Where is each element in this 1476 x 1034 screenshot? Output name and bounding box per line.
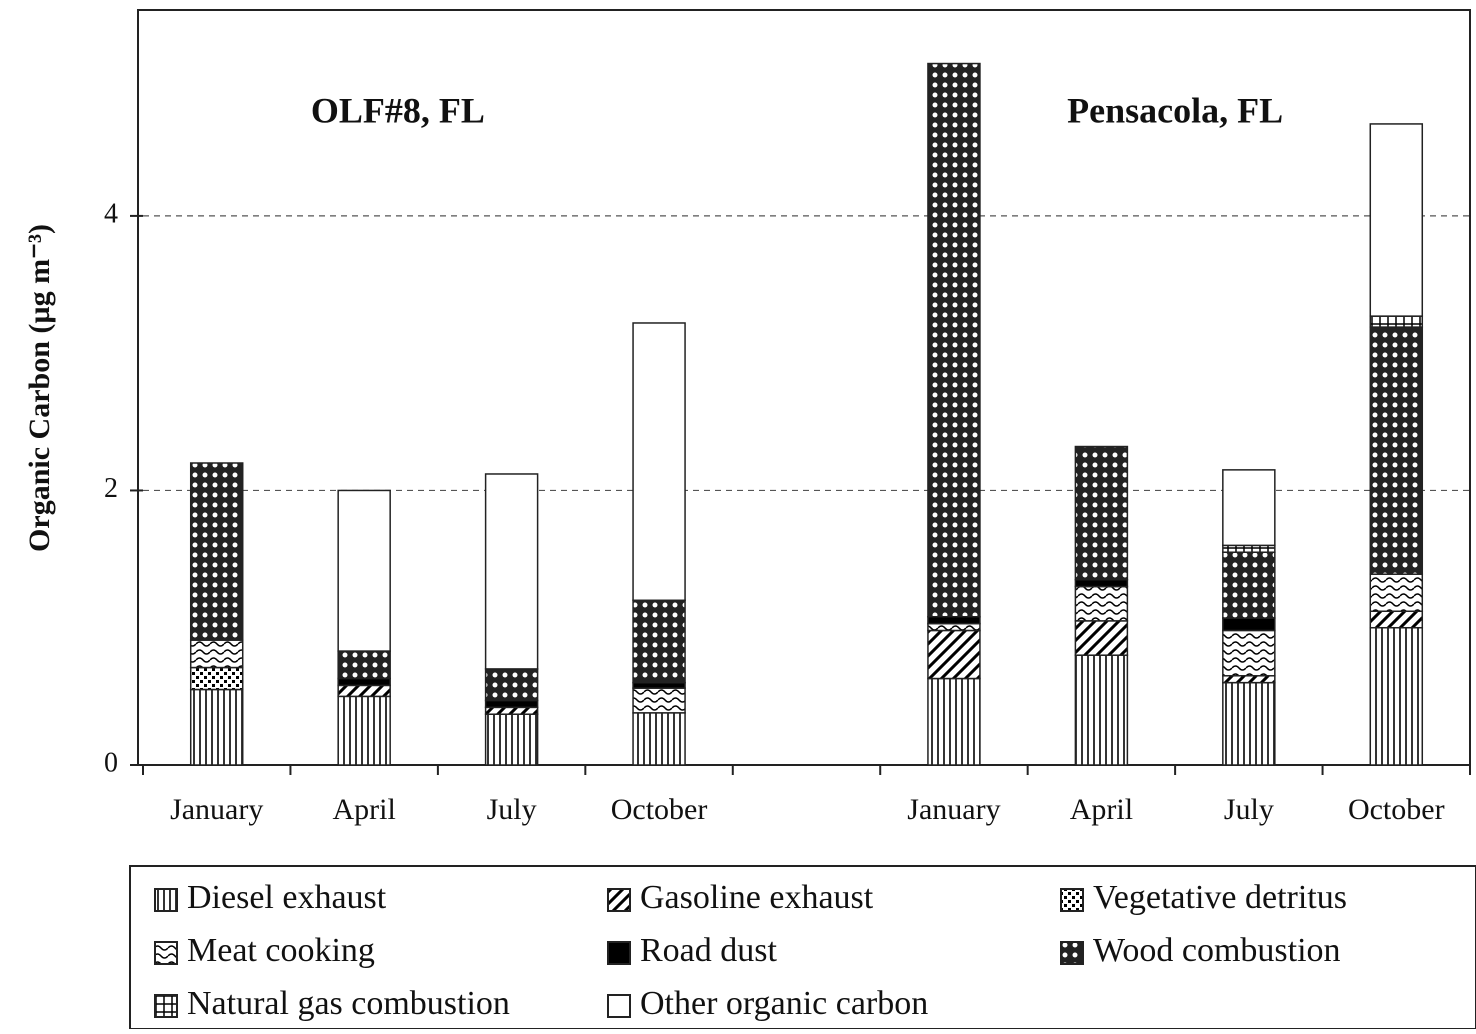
bar-segment (1222, 469, 1276, 547)
bar-segment (1369, 123, 1424, 317)
bar-segment (337, 650, 391, 680)
bar-segment (1222, 551, 1276, 619)
legend-swatch (1060, 941, 1084, 965)
bar-segment (337, 695, 391, 766)
y-tick-label: 4 (104, 198, 118, 229)
x-tick-label: July (487, 793, 537, 826)
bar-segment (1074, 654, 1129, 766)
bar-segment (1074, 445, 1129, 581)
x-tick-label: January (170, 793, 263, 826)
legend-label: Diesel exhaust (187, 879, 387, 916)
bar-segment (1074, 620, 1129, 656)
legend-swatch (154, 941, 178, 965)
bar-segment (1074, 578, 1129, 588)
legend-label: Meat cooking (187, 932, 375, 969)
bar-segment (1074, 585, 1129, 622)
x-tick-label: January (907, 793, 1000, 826)
bar-segment (632, 687, 686, 714)
bar-segment (1222, 617, 1276, 632)
bar-segment (189, 639, 244, 669)
annotation: OLF#8, FL (311, 90, 485, 130)
bar-segment (1369, 315, 1424, 328)
bar-segment (1222, 675, 1276, 684)
bar-segment (484, 668, 539, 702)
bar-segment (1222, 629, 1276, 677)
x-tick-label: April (1070, 793, 1133, 826)
bar-segment (189, 666, 244, 691)
legend-label: Road dust (640, 932, 778, 969)
bar-segment (632, 599, 686, 684)
bar-segment (927, 622, 981, 632)
legend-swatch (1060, 888, 1084, 912)
annotation: Pensacola, FL (1067, 90, 1283, 130)
y-tick-label: 2 (104, 473, 118, 504)
bar-segment (484, 473, 539, 670)
legend-label: Natural gas combustion (187, 985, 510, 1022)
legend-swatch (154, 888, 178, 912)
bar-segment (927, 62, 981, 618)
bar-segment (927, 677, 981, 766)
x-tick-label: July (1224, 793, 1274, 826)
bar-segment (189, 462, 244, 641)
legend-swatch (607, 888, 631, 912)
legend-swatch (607, 994, 631, 1018)
legend-label: Other organic carbon (640, 985, 928, 1022)
y-tick-label: 0 (104, 747, 118, 778)
bar-segment (484, 706, 539, 715)
bar-segment (632, 712, 686, 766)
bar-segment (1369, 626, 1424, 766)
bar-segment (1222, 681, 1276, 766)
bar-segment (484, 699, 539, 709)
bar-segment (1369, 326, 1424, 575)
bar-segment (337, 684, 391, 698)
bar-segment (484, 713, 539, 766)
bar-segment (1222, 544, 1276, 553)
y-axis-label: Organic Carbon (µg m⁻³) (23, 224, 56, 552)
legend-swatch (154, 994, 178, 1018)
bar-segment (337, 489, 391, 652)
bar-segment (1369, 573, 1424, 613)
x-tick-label: October (611, 793, 708, 826)
legend-label: Vegetative detritus (1093, 879, 1347, 916)
bar-segment (632, 681, 686, 689)
legend-label: Wood combustion (1093, 932, 1341, 969)
bar-segment (189, 688, 244, 766)
bar-segment (632, 322, 686, 602)
legend-swatch (607, 941, 631, 965)
bar-segment (927, 615, 981, 625)
legend-label: Gasoline exhaust (640, 879, 874, 916)
x-tick-label: October (1348, 793, 1445, 826)
x-tick-label: April (333, 793, 396, 826)
bar-segment (927, 629, 981, 680)
bar-segment (1369, 610, 1424, 629)
bar-segment (337, 677, 391, 687)
